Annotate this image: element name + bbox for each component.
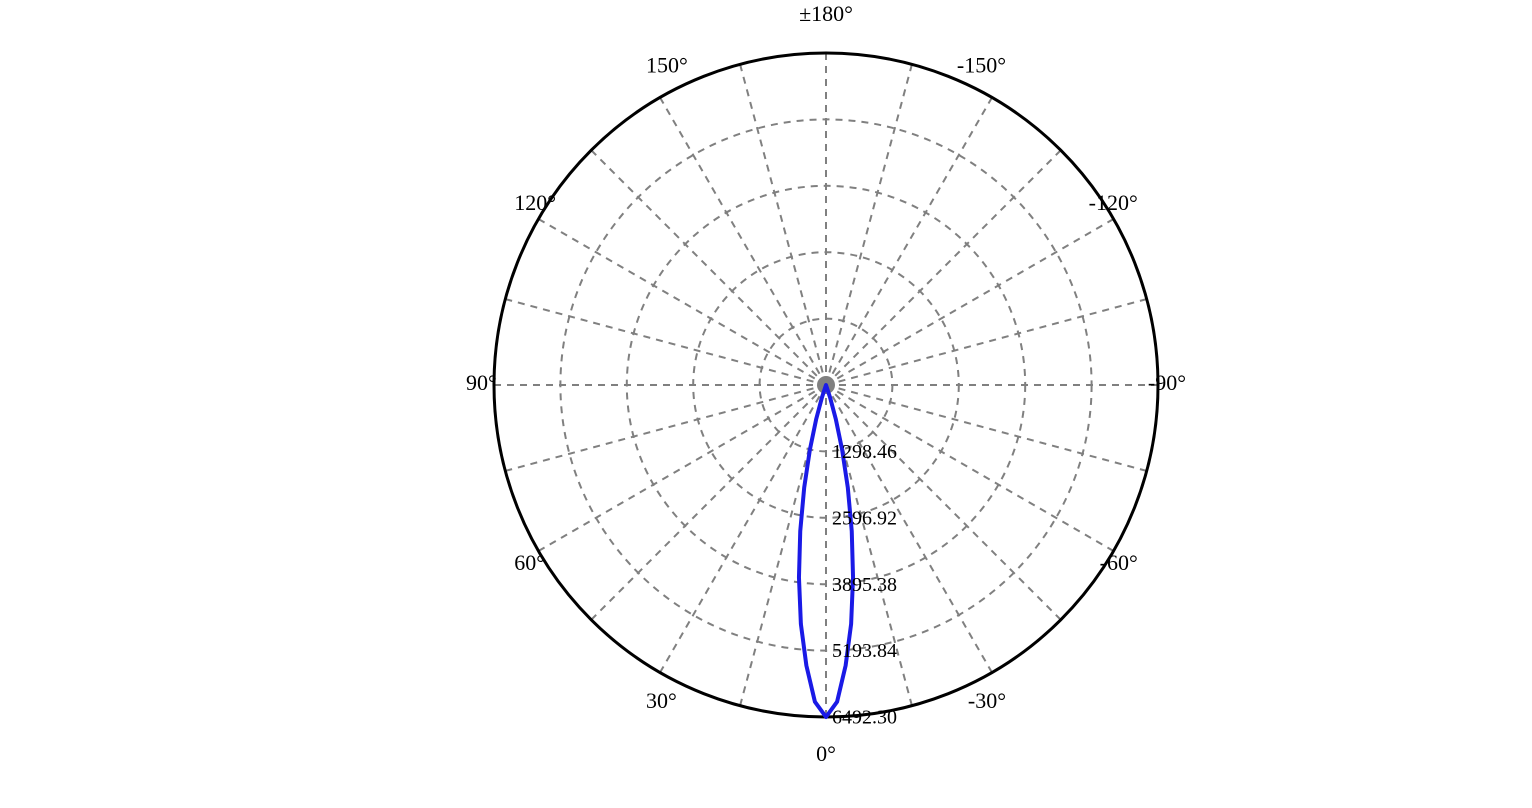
grid-spoke <box>660 97 826 385</box>
grid-spoke <box>826 150 1061 385</box>
grid-spoke <box>591 385 826 620</box>
radial-label: 2596.92 <box>832 507 897 529</box>
angle-label: 0° <box>816 741 836 766</box>
grid-spoke <box>591 150 826 385</box>
angle-label: 150° <box>646 52 688 77</box>
angle-label: -120° <box>1089 190 1138 215</box>
grid-spoke <box>505 385 826 471</box>
polar-chart: ±180° -150° -120° -90° -60° -30° 0° 30° 60° 90° 12… <box>0 0 1532 808</box>
polar-svg: ±180° -150° -120° -90° -60° -30° 0° 30° 60° 90° 12… <box>0 0 1532 808</box>
radial-label: 3895.38 <box>832 574 897 596</box>
angle-label: -150° <box>957 52 1006 77</box>
grid-spoke <box>826 64 912 385</box>
angle-label: 120° <box>514 190 556 215</box>
grid-spoke <box>505 299 826 385</box>
radial-label: 5193.84 <box>832 640 897 662</box>
grid-spoke <box>826 219 1114 385</box>
angle-label: -90° <box>1148 370 1186 395</box>
angle-label: -30° <box>968 688 1006 713</box>
angle-label: ±180° <box>799 1 853 26</box>
angle-label: 30° <box>646 688 677 713</box>
radial-label: 6492.30 <box>832 707 897 729</box>
grid-spoke <box>826 97 992 385</box>
angle-label: -60° <box>1100 550 1138 575</box>
grid-spoke <box>538 385 826 551</box>
grid-spoke <box>538 219 826 385</box>
grid-spoke <box>740 64 826 385</box>
angle-label: 90° <box>466 370 497 395</box>
radial-label: 1298.46 <box>832 441 897 463</box>
series-lobe <box>799 385 853 717</box>
grid-spoke <box>826 299 1147 385</box>
angle-label: 60° <box>514 550 545 575</box>
